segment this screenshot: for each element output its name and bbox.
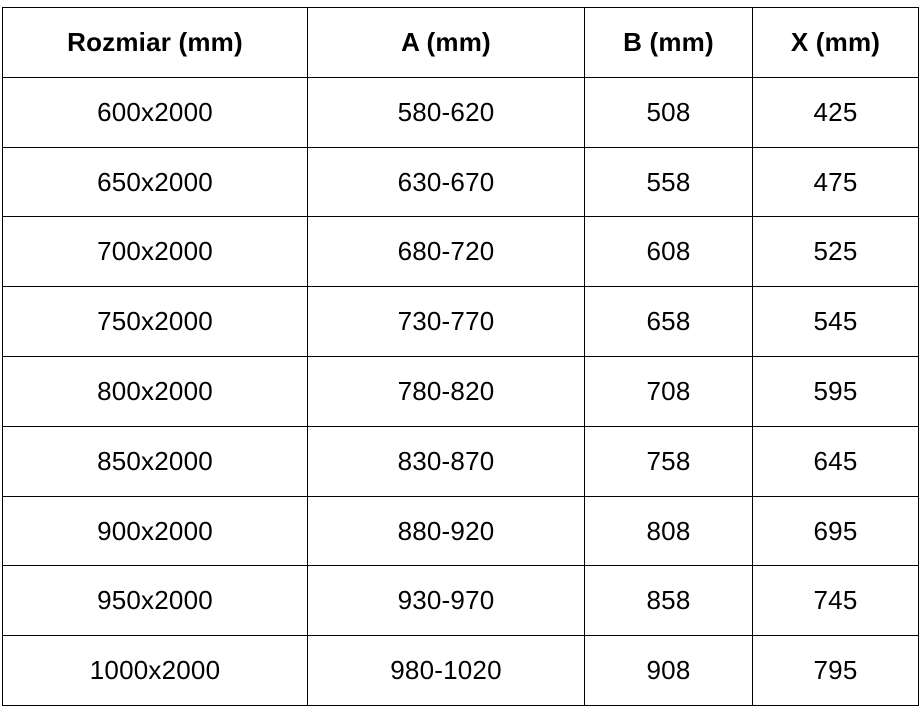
cell-x: 425	[752, 76, 919, 148]
cell-a: 830-870	[307, 425, 585, 497]
cell-x: 695	[752, 495, 919, 567]
cell-b: 808	[584, 495, 753, 567]
table-header: Rozmiar (mm) A (mm) B (mm) X (mm)	[2, 7, 919, 78]
cell-b: 908	[584, 635, 753, 706]
cell-a: 580-620	[307, 76, 585, 148]
table-row: 650x2000 630-670 558 475	[2, 146, 919, 218]
cell-x: 525	[752, 216, 919, 288]
column-header-x: X (mm)	[752, 7, 919, 78]
cell-size: 800x2000	[2, 355, 308, 427]
cell-b: 508	[584, 76, 753, 148]
cell-x: 595	[752, 355, 919, 427]
table-row: 850x2000 830-870 758 645	[2, 425, 919, 497]
cell-b: 658	[584, 286, 753, 357]
table-body: 600x2000 580-620 508 425 650x2000 630-67…	[2, 76, 919, 706]
cell-b: 858	[584, 565, 753, 637]
table-row: 950x2000 930-970 858 745	[2, 565, 919, 637]
table-row: 600x2000 580-620 508 425	[2, 76, 919, 148]
cell-a: 780-820	[307, 355, 585, 427]
cell-size: 850x2000	[2, 425, 308, 497]
cell-b: 758	[584, 425, 753, 497]
cell-a: 730-770	[307, 286, 585, 357]
cell-size: 750x2000	[2, 286, 308, 357]
table-row: 750x2000 730-770 658 545	[2, 286, 919, 357]
cell-b: 608	[584, 216, 753, 288]
cell-b: 708	[584, 355, 753, 427]
cell-b: 558	[584, 146, 753, 218]
table-row: 700x2000 680-720 608 525	[2, 216, 919, 288]
column-header-a: A (mm)	[307, 7, 585, 78]
table-row: 900x2000 880-920 808 695	[2, 495, 919, 567]
cell-a: 630-670	[307, 146, 585, 218]
cell-size: 1000x2000	[2, 635, 308, 706]
cell-x: 795	[752, 635, 919, 706]
table-row: 800x2000 780-820 708 595	[2, 355, 919, 427]
cell-size: 950x2000	[2, 565, 308, 637]
cell-a: 930-970	[307, 565, 585, 637]
cell-size: 900x2000	[2, 495, 308, 567]
table-row: 1000x2000 980-1020 908 795	[2, 635, 919, 706]
cell-x: 745	[752, 565, 919, 637]
cell-x: 645	[752, 425, 919, 497]
column-header-size: Rozmiar (mm)	[2, 7, 308, 78]
cell-x: 475	[752, 146, 919, 218]
cell-a: 680-720	[307, 216, 585, 288]
cell-a: 880-920	[307, 495, 585, 567]
cell-size: 650x2000	[2, 146, 308, 218]
cell-size: 700x2000	[2, 216, 308, 288]
cell-x: 545	[752, 286, 919, 357]
column-header-b: B (mm)	[584, 7, 753, 78]
spec-table-container: Rozmiar (mm) A (mm) B (mm) X (mm) 600x20…	[2, 7, 919, 706]
shower-door-dimensions-table: Rozmiar (mm) A (mm) B (mm) X (mm) 600x20…	[2, 7, 919, 706]
cell-size: 600x2000	[2, 76, 308, 148]
table-header-row: Rozmiar (mm) A (mm) B (mm) X (mm)	[2, 7, 919, 78]
cell-a: 980-1020	[307, 635, 585, 706]
